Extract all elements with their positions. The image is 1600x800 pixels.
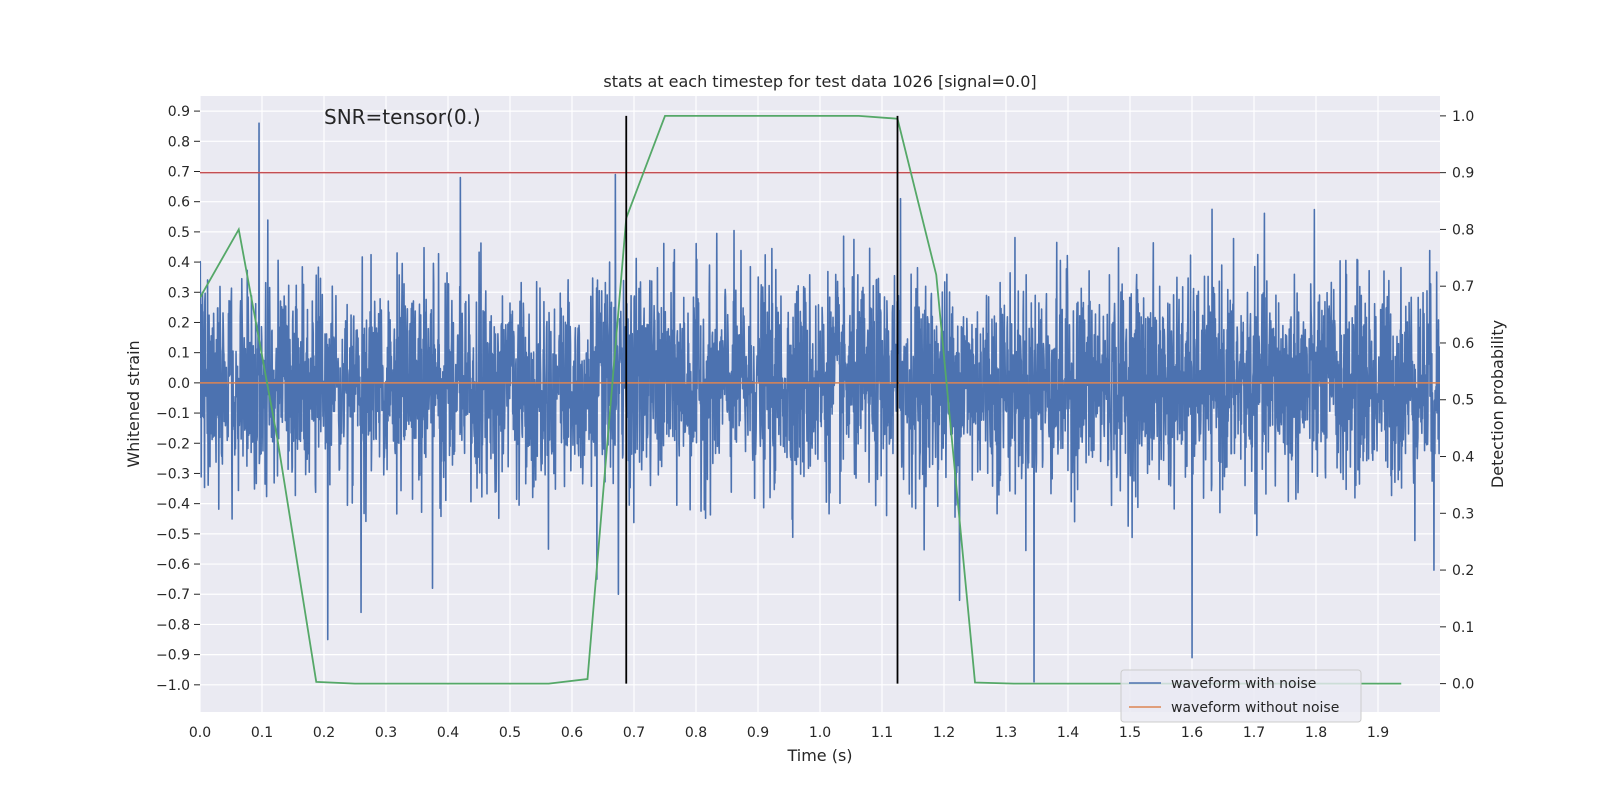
y2-tick-label: 0.7: [1452, 279, 1474, 295]
y-tick-label: −0.1: [156, 406, 190, 422]
y-tick-label: 0.6: [168, 195, 190, 211]
x-tick-label: 1.5: [1119, 725, 1141, 741]
y-tick-label: 0.3: [168, 285, 190, 301]
x-tick-label: 1.1: [871, 725, 893, 741]
x-tick-label: 0.2: [313, 725, 335, 741]
x-tick-label: 1.8: [1305, 725, 1327, 741]
y2-tick-label: 0.8: [1452, 222, 1474, 238]
x-tick-label: 1.9: [1367, 725, 1389, 741]
x-tick-label: 1.2: [933, 725, 955, 741]
y2-tick-label: 0.1: [1452, 620, 1474, 636]
x-tick-label: 0.3: [375, 725, 397, 741]
y-tick-label: −0.6: [156, 557, 190, 573]
x-axis-label: Time (s): [786, 746, 852, 765]
y2-tick-label: 0.3: [1452, 506, 1474, 522]
y-tick-label: −1.0: [156, 678, 190, 694]
plot-series-group: [200, 114, 1440, 685]
x-tick-label: 1.6: [1181, 725, 1203, 741]
y2-tick-label: 0.6: [1452, 336, 1474, 352]
y2-tick-label: 0.4: [1452, 450, 1474, 466]
x-tick-label: 0.4: [437, 725, 459, 741]
y-tick-label: −0.9: [156, 648, 190, 664]
y-tick-label: 0.8: [168, 134, 190, 150]
y-tick-label: 0.1: [168, 346, 190, 362]
y2-tick-label: 0.9: [1452, 166, 1474, 182]
y-tick-label: 0.9: [168, 104, 190, 120]
y-tick-label: 0.0: [168, 376, 190, 392]
legend-box: [1120, 669, 1362, 723]
y-tick-label: 0.4: [168, 255, 190, 271]
y-axis-label: Whitened strain: [124, 340, 143, 467]
legend: waveform with noise waveform without noi…: [1120, 669, 1362, 723]
y-tick-label: 0.2: [168, 315, 190, 331]
legend-label-waveform-without-noise: waveform without noise: [1171, 700, 1339, 716]
y2-tick-label: 0.2: [1452, 563, 1474, 579]
x-tick-label: 0.0: [189, 725, 211, 741]
ticks-group: 0.0 0.1 0.2 0.3 0.4 0.5 0.6 0.7 0.8 0.9 1.0 1.1 1.2 1…: [156, 104, 1474, 741]
x-tick-label: 0.7: [623, 725, 645, 741]
series-waveform-with-noise: [200, 122, 1440, 683]
y-tick-label: 0.7: [168, 164, 190, 180]
y2-tick-label: 1.0: [1452, 109, 1474, 125]
x-tick-label: 1.0: [809, 725, 831, 741]
y2-axis-label: Detection probability: [1488, 320, 1507, 488]
x-tick-label: 1.3: [995, 725, 1017, 741]
x-tick-label: 0.5: [499, 725, 521, 741]
x-tick-label: 0.9: [747, 725, 769, 741]
y-tick-label: −0.2: [156, 436, 190, 452]
y-tick-label: −0.4: [156, 497, 190, 513]
y-tick-label: −0.8: [156, 617, 190, 633]
y-tick-label: −0.3: [156, 466, 190, 482]
x-tick-label: 1.7: [1243, 725, 1265, 741]
y2-tick-label: 0.0: [1452, 677, 1474, 693]
x-tick-label: 0.6: [561, 725, 583, 741]
y-tick-label: 0.5: [168, 225, 190, 241]
legend-label-waveform-with-noise: waveform with noise: [1171, 676, 1316, 692]
snr-annotation: SNR=tensor(0.): [324, 105, 481, 129]
x-tick-label: 0.8: [685, 725, 707, 741]
y2-tick-label: 0.5: [1452, 393, 1474, 409]
y-tick-label: −0.7: [156, 587, 190, 603]
x-tick-label: 0.1: [251, 725, 273, 741]
x-tick-label: 1.4: [1057, 725, 1079, 741]
y-tick-label: −0.5: [156, 527, 190, 543]
chart-title: stats at each timestep for test data 102…: [603, 72, 1036, 91]
